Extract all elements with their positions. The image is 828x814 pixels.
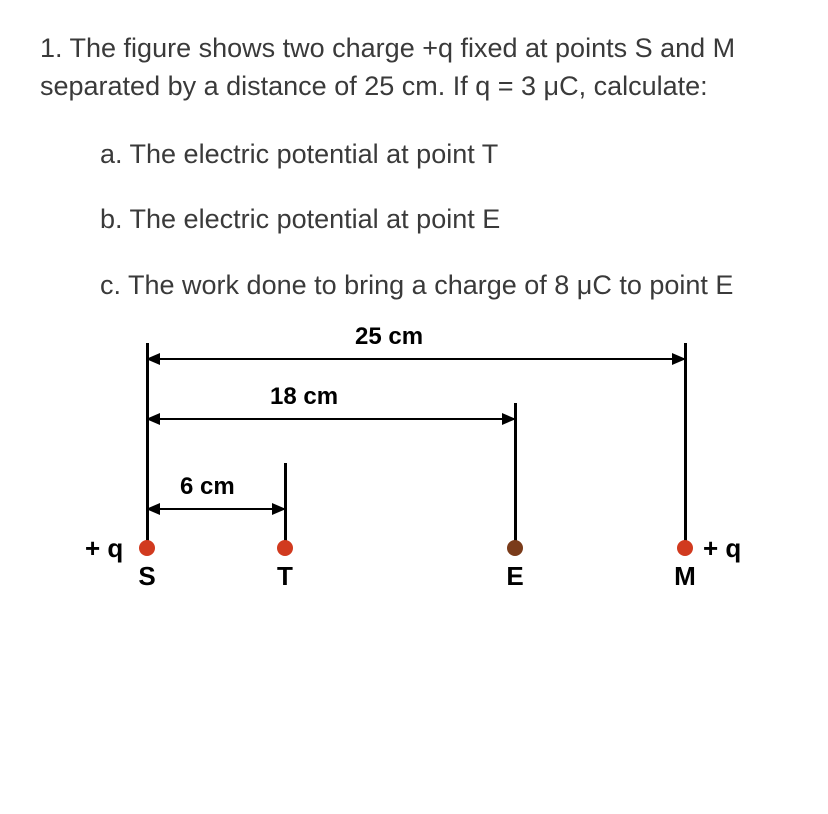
charge-label-M: + q — [703, 533, 741, 564]
point-label-M: M — [674, 561, 696, 592]
item-c: c. The work done to bring a charge of 8 … — [100, 267, 788, 305]
point-label-S: S — [138, 561, 155, 592]
label-6cm: 6 cm — [180, 473, 235, 501]
vline-E — [514, 418, 517, 548]
label-18cm: 18 cm — [270, 383, 338, 411]
point-S-dot — [139, 540, 155, 556]
vline-T — [284, 463, 287, 548]
dimension-arrow-6cm — [147, 508, 285, 510]
point-E-dot — [507, 540, 523, 556]
charge-label-S: + q — [85, 533, 123, 564]
point-T-dot — [277, 540, 293, 556]
label-25cm: 25 cm — [355, 323, 423, 351]
vline-S — [146, 358, 149, 548]
point-label-E: E — [506, 561, 523, 592]
item-a: a. The electric potential at point T — [100, 136, 788, 174]
vline-M — [684, 358, 687, 548]
point-label-T: T — [277, 561, 293, 592]
dimension-arrow-18cm — [147, 418, 515, 420]
point-M-dot — [677, 540, 693, 556]
physics-diagram: 25 cm 18 cm 6 cm + q + q S T E M — [75, 333, 775, 593]
sub-items-container: a. The electric potential at point T b. … — [40, 136, 788, 305]
question-main-text: 1. The figure shows two charge +q fixed … — [40, 30, 788, 106]
item-b: b. The electric potential at point E — [100, 201, 788, 239]
dimension-arrow-25cm — [147, 358, 685, 360]
